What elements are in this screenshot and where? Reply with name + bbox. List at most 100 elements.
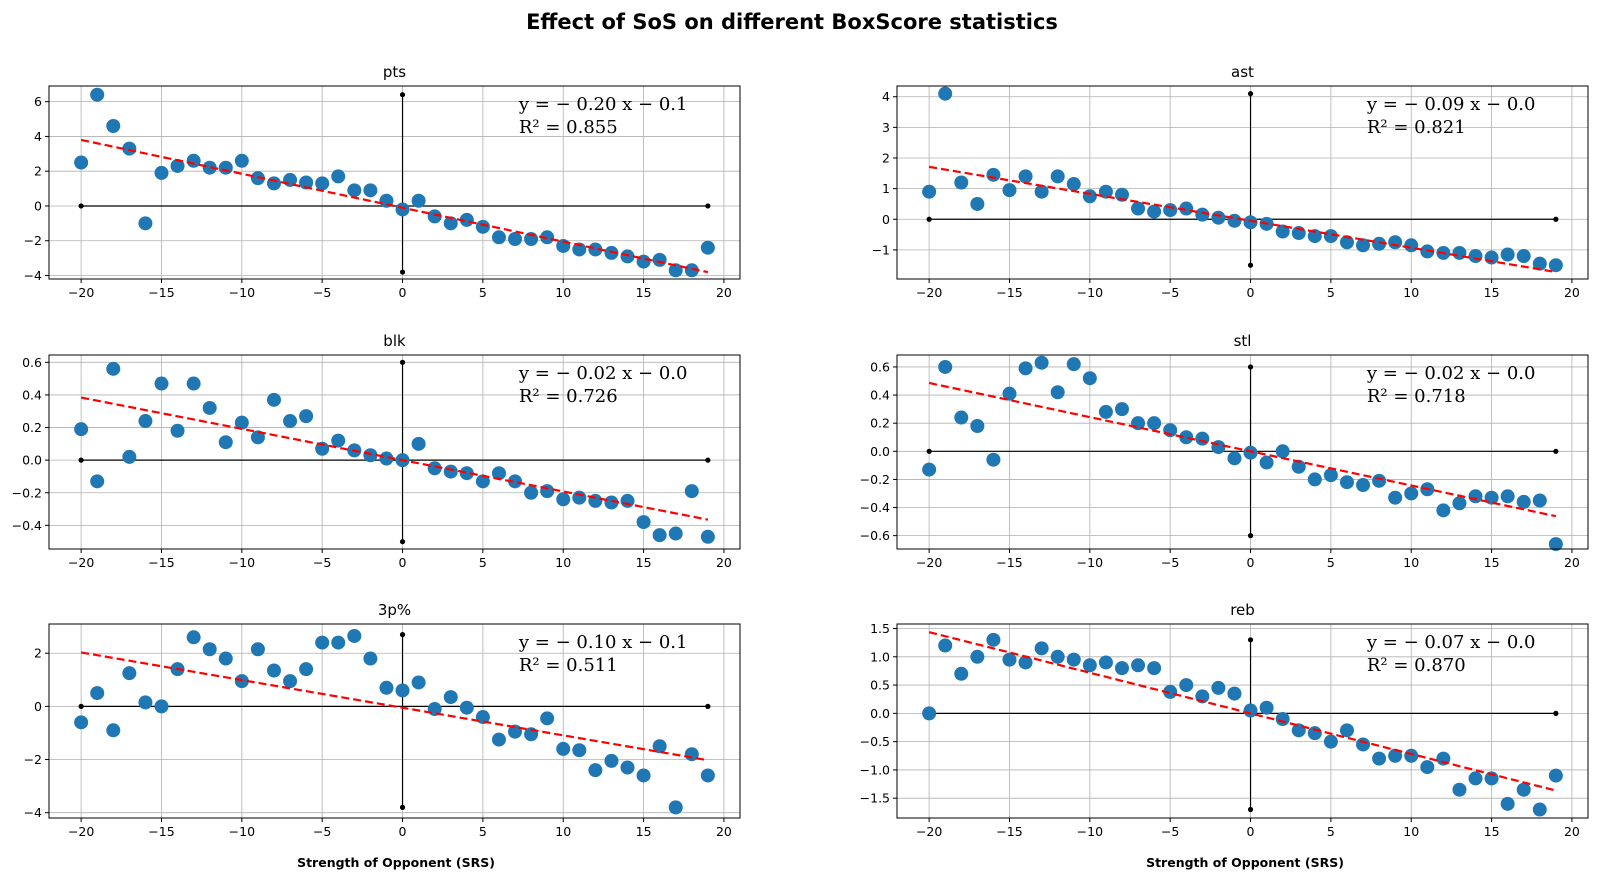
data-point bbox=[1468, 771, 1483, 786]
data-point bbox=[347, 183, 362, 198]
hline-endpoint bbox=[705, 203, 711, 209]
data-point bbox=[1147, 416, 1162, 431]
vline-endpoint bbox=[1247, 364, 1254, 370]
subplot-title: stl bbox=[1234, 332, 1252, 350]
data-point bbox=[315, 176, 330, 191]
r-squared: R² = 0.821 bbox=[1367, 117, 1466, 138]
data-point bbox=[1516, 249, 1531, 264]
data-point bbox=[970, 196, 985, 211]
x-tick-label: 0 bbox=[399, 285, 407, 300]
x-tick-label: 5 bbox=[479, 555, 487, 570]
vline-endpoint bbox=[399, 359, 406, 365]
data-point bbox=[202, 642, 217, 657]
vline-endpoint bbox=[399, 804, 406, 810]
hline-endpoint bbox=[705, 703, 711, 709]
x-tick-label: 20 bbox=[716, 824, 732, 839]
data-point bbox=[1356, 238, 1371, 253]
y-tick-label: 3 bbox=[882, 120, 890, 135]
data-point bbox=[122, 666, 137, 681]
y-tick-label: 2 bbox=[34, 164, 42, 179]
data-point bbox=[556, 492, 571, 507]
data-point bbox=[986, 167, 1001, 182]
data-point bbox=[1404, 486, 1419, 501]
data-point bbox=[186, 376, 201, 391]
y-tick-label: −2 bbox=[24, 233, 42, 248]
fit-equation: y = − 0.07 x − 0.0 bbox=[1366, 632, 1536, 653]
data-point bbox=[331, 169, 346, 184]
data-point bbox=[1082, 371, 1097, 386]
data-point bbox=[250, 430, 265, 445]
x-tick-label: 20 bbox=[1564, 285, 1580, 300]
regression-line bbox=[928, 165, 1557, 274]
vline-endpoint bbox=[1247, 262, 1254, 268]
y-tick-label: 4 bbox=[882, 89, 890, 104]
data-point bbox=[1131, 658, 1146, 673]
vline-endpoint bbox=[399, 539, 406, 545]
subplot-3: −20 −15 −10 −5 0 5 10 15 20 −0.6 −0.4 −0.2 0.0 0.2 0.4… bbox=[860, 332, 1589, 570]
data-point bbox=[411, 193, 426, 208]
data-point bbox=[954, 175, 969, 190]
data-point bbox=[1468, 489, 1483, 504]
y-tick-label: −0.2 bbox=[860, 472, 890, 487]
x-tick-label: −10 bbox=[1077, 824, 1103, 839]
data-point bbox=[1291, 459, 1306, 474]
y-tick-label: −0.2 bbox=[12, 485, 42, 500]
x-tick-label: 20 bbox=[716, 285, 732, 300]
data-point bbox=[1179, 430, 1194, 445]
vline-endpoint bbox=[399, 269, 406, 275]
x-tick-label: −10 bbox=[1077, 285, 1103, 300]
r-squared: R² = 0.726 bbox=[519, 386, 618, 407]
fit-equation: y = − 0.10 x − 0.1 bbox=[518, 632, 688, 653]
data-point bbox=[1548, 258, 1563, 273]
data-point bbox=[636, 768, 651, 783]
y-tick-label: −0.4 bbox=[860, 500, 890, 515]
data-point bbox=[620, 760, 635, 775]
data-point bbox=[938, 359, 953, 374]
data-point bbox=[620, 493, 635, 508]
y-tick-label: 1.0 bbox=[870, 649, 890, 664]
vline-endpoint bbox=[399, 92, 406, 98]
y-tick-label: 0.4 bbox=[870, 388, 890, 403]
data-point bbox=[218, 435, 233, 450]
data-point bbox=[186, 153, 201, 168]
data-point bbox=[170, 158, 185, 173]
data-point bbox=[250, 642, 265, 657]
data-point bbox=[1034, 641, 1049, 656]
y-tick-label: 2 bbox=[34, 646, 42, 661]
x-tick-label: 10 bbox=[555, 285, 571, 300]
data-point bbox=[1516, 782, 1531, 797]
axes-frame bbox=[48, 354, 741, 550]
data-point bbox=[74, 715, 89, 730]
data-point bbox=[1018, 655, 1033, 670]
data-point bbox=[588, 763, 603, 778]
x-tick-label: −5 bbox=[1161, 824, 1179, 839]
y-tick-label: 0.2 bbox=[870, 416, 890, 431]
data-point bbox=[620, 249, 635, 264]
data-point bbox=[684, 263, 699, 278]
y-tick-label: 0.2 bbox=[22, 420, 42, 435]
regression-line bbox=[80, 138, 709, 274]
y-tick-label: 0 bbox=[34, 699, 42, 714]
y-tick-label: 4 bbox=[34, 129, 42, 144]
data-point bbox=[1066, 177, 1081, 192]
y-tick-label: −2 bbox=[24, 752, 42, 767]
subplot-5: −20 −15 −10 −5 0 5 10 15 20 −1.5 −1.0 −0.5 0.0 0.5 1.0… bbox=[860, 601, 1589, 839]
vline-endpoint bbox=[1247, 806, 1254, 813]
data-point bbox=[266, 663, 281, 678]
data-point bbox=[1372, 473, 1387, 488]
data-point bbox=[234, 153, 249, 168]
x-tick-label: 5 bbox=[1327, 824, 1335, 839]
data-point bbox=[283, 674, 298, 689]
axes-frame bbox=[896, 85, 1589, 280]
data-point bbox=[668, 526, 683, 541]
data-point bbox=[652, 252, 667, 267]
x-tick-label: −10 bbox=[1077, 555, 1103, 570]
data-point bbox=[491, 466, 506, 481]
x-tick-label: 0 bbox=[399, 824, 407, 839]
data-point bbox=[1500, 247, 1515, 262]
data-point bbox=[1372, 751, 1387, 766]
y-tick-label: −0.4 bbox=[12, 518, 42, 533]
